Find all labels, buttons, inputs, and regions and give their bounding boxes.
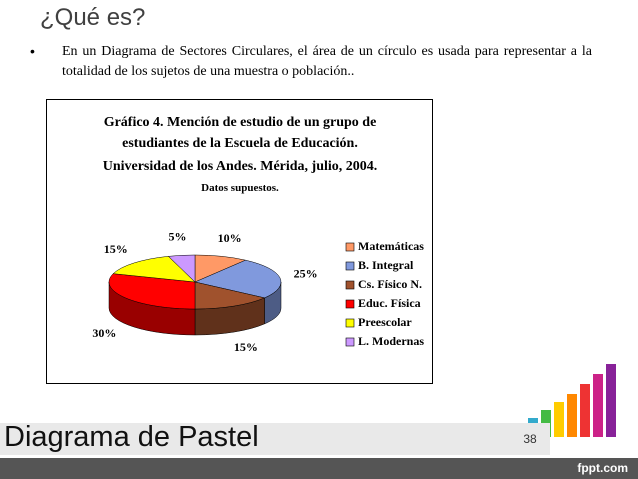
legend-label: B. Integral bbox=[358, 258, 414, 272]
legend-swatch bbox=[345, 261, 355, 271]
legend-swatch bbox=[345, 318, 355, 328]
value-label: 5% bbox=[168, 229, 186, 243]
brand: fppt.com bbox=[577, 461, 628, 475]
slide-title: ¿Qué es? bbox=[40, 4, 146, 31]
value-label: 10% bbox=[218, 231, 242, 245]
bottom-bar bbox=[0, 458, 638, 479]
chart-frame bbox=[46, 99, 433, 384]
bullet-marker: • bbox=[30, 43, 35, 59]
pie-slice bbox=[112, 256, 196, 283]
legend-swatch bbox=[345, 337, 355, 347]
value-label: 15% bbox=[234, 340, 258, 354]
legend-label: Educ. Física bbox=[358, 296, 421, 310]
legend-label: Preescolar bbox=[358, 315, 412, 329]
chart-title: Gráfico 4. Mención de estudio de un grup… bbox=[103, 115, 377, 151]
legend-swatch bbox=[345, 280, 355, 290]
pie-slice bbox=[194, 281, 266, 310]
pie-slice bbox=[167, 254, 196, 283]
legend-label: Cs. Físico N. bbox=[358, 277, 422, 291]
value-label: 15% bbox=[104, 242, 128, 256]
pie-slice bbox=[194, 259, 282, 299]
legend-swatch bbox=[345, 299, 355, 309]
chart-note: Datos supuestos. bbox=[201, 182, 279, 194]
pie-slice bbox=[108, 273, 196, 310]
chart-subtitle: Universidad de los Andes. Mérida, julio,… bbox=[102, 159, 378, 174]
page-number: 38 bbox=[510, 423, 550, 455]
value-label: 25% bbox=[294, 267, 318, 281]
value-label: 30% bbox=[92, 326, 116, 340]
legend-label: L. Modernas bbox=[358, 334, 424, 348]
footer-band bbox=[0, 423, 510, 455]
footer-title: Diagrama de Pastel bbox=[4, 421, 259, 453]
legend-label: Matemáticas bbox=[358, 239, 424, 253]
bullet-text: En un Diagrama de Sectores Circulares, e… bbox=[62, 44, 592, 79]
legend-swatch bbox=[345, 242, 355, 252]
